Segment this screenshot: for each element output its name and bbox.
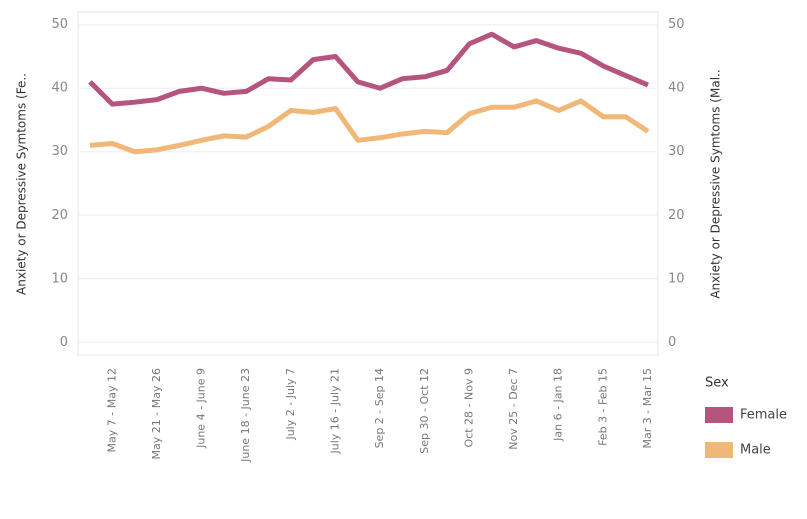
y-tick-label: 30 — [51, 144, 68, 159]
y-tick-label: 20 — [51, 208, 68, 223]
y2-axis-title: Anxiety or Depressive Symtoms (Mal.. — [709, 69, 723, 298]
x-tick-label: Jan 6 - Jan 18 — [552, 368, 565, 442]
legend-swatch — [705, 407, 733, 423]
y-axis-title: Anxiety or Depressive Symtoms (Fe.. — [15, 73, 29, 295]
x-tick-label: Sep 2 - Sep 14 — [373, 368, 386, 448]
x-tick-label: Sep 30 - Oct 12 — [418, 368, 431, 454]
x-tick-label: Oct 28 - Nov 9 — [462, 368, 475, 447]
y2-tick-label: 20 — [668, 208, 685, 223]
y2-tick-label: 30 — [668, 144, 685, 159]
y2-tick-label: 10 — [668, 271, 685, 286]
x-tick-label: July 16 - July 21 — [329, 368, 342, 455]
line — [89, 98, 650, 155]
x-tick-label: May 7 - May 12 — [105, 368, 118, 452]
y-tick-label: 10 — [51, 271, 68, 286]
y-tick-label: 50 — [51, 17, 68, 32]
legend-label: Male — [740, 443, 771, 458]
x-tick-label: Feb 3 - Feb 15 — [596, 368, 609, 446]
x-tick-label: Mar 3 - Mar 15 — [641, 368, 654, 448]
x-tick-label: June 18 - June 23 — [239, 368, 252, 463]
legend-label: Female — [740, 408, 787, 423]
x-tick-label: May 21 - May 26 — [150, 368, 163, 459]
legend-title: Sex — [705, 376, 729, 391]
y2-tick-label: 50 — [668, 17, 685, 32]
plot-area — [77, 11, 659, 356]
x-tick-label: Nov 25 - Dec 7 — [507, 368, 520, 450]
y2-tick-label: 0 — [668, 335, 676, 350]
x-tick-label: July 2 - July 7 — [284, 368, 297, 441]
x-tick-label: June 4 - June 9 — [195, 368, 208, 449]
line — [88, 31, 649, 107]
legend-swatch — [705, 442, 733, 458]
y-tick-label: 40 — [51, 81, 68, 96]
y-tick-label: 0 — [60, 335, 68, 350]
y2-tick-label: 40 — [668, 81, 685, 96]
